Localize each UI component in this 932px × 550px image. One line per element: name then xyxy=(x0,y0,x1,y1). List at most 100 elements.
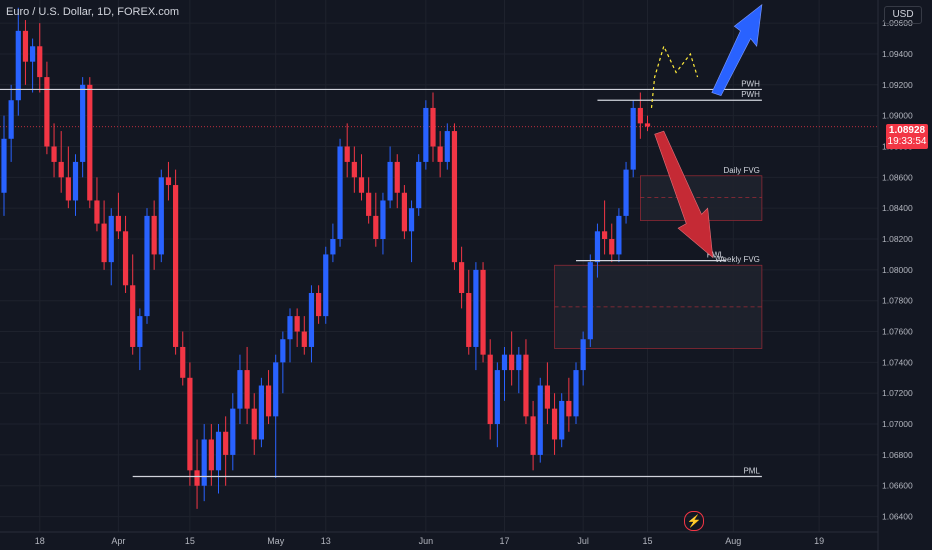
candle-body xyxy=(208,439,214,471)
candle-body xyxy=(430,107,436,147)
candle-body xyxy=(594,231,601,263)
bullish-arrow xyxy=(711,3,763,96)
candle-body xyxy=(451,131,458,263)
price-tick-label: 1.08000 xyxy=(882,265,913,275)
candle-body xyxy=(223,431,229,455)
candle-body xyxy=(158,177,164,255)
symbol-title[interactable]: Euro / U.S. Dollar, 1D, FOREX.com xyxy=(6,6,179,18)
time-tick-label: 18 xyxy=(35,536,45,546)
candle-body xyxy=(480,269,486,355)
candle-body xyxy=(351,161,357,178)
price-tick-label: 1.06800 xyxy=(882,450,913,460)
candle-body xyxy=(173,185,179,347)
candle-body xyxy=(180,346,186,378)
candle-body xyxy=(151,215,157,255)
candle-body xyxy=(408,208,415,232)
candle-body xyxy=(580,339,586,371)
candle-body xyxy=(487,354,493,425)
candle-body xyxy=(15,30,21,101)
candle-body xyxy=(1,138,7,193)
time-tick-label: 15 xyxy=(642,536,652,546)
candle-body xyxy=(537,385,543,455)
candle-body xyxy=(265,385,272,417)
candle-body xyxy=(108,215,114,263)
candle-body xyxy=(380,200,386,240)
candle-body xyxy=(373,215,379,240)
candle-body xyxy=(51,146,57,162)
price-tick-label: 1.09000 xyxy=(882,111,913,121)
candle-body xyxy=(130,285,136,347)
candle-body xyxy=(544,385,550,409)
price-tick-label: 1.07200 xyxy=(882,388,913,398)
candle-body xyxy=(287,316,293,340)
candle-body xyxy=(509,354,515,371)
candle-body xyxy=(87,84,93,201)
candle-body xyxy=(401,192,407,232)
candle-body xyxy=(516,354,522,371)
candle-body xyxy=(80,84,86,162)
candle-body xyxy=(573,370,579,417)
candle-body xyxy=(37,46,43,78)
price-tick-label: 1.08200 xyxy=(882,234,913,244)
candle-body xyxy=(273,362,279,417)
candle-body xyxy=(122,231,129,286)
time-tick-label: Jul xyxy=(577,536,589,546)
level-label: PWH xyxy=(741,79,760,88)
candle-body xyxy=(366,192,372,216)
price-tick-label: 1.07600 xyxy=(882,327,913,337)
last-price-value: 1.08928 xyxy=(888,125,926,136)
candle-body xyxy=(194,470,200,486)
candle-body xyxy=(101,223,107,263)
candle-body xyxy=(494,370,500,425)
candle-body xyxy=(630,107,636,170)
last-price-badge: 1.08928 19:33:54 xyxy=(886,124,928,149)
time-tick-label: Apr xyxy=(111,536,125,546)
time-tick-label: 19 xyxy=(814,536,824,546)
bearish-arrow xyxy=(654,130,714,259)
candle-body xyxy=(280,339,286,363)
candle-body xyxy=(165,177,172,186)
candle-body xyxy=(44,77,50,147)
candle-body xyxy=(215,431,222,471)
candle-body xyxy=(94,200,100,224)
candle-body xyxy=(22,30,29,62)
candle-body xyxy=(444,131,450,162)
candle-body xyxy=(423,107,429,162)
candle-body xyxy=(616,215,622,255)
level-label: PML xyxy=(743,466,760,475)
candle-body xyxy=(551,408,558,440)
candle-body xyxy=(416,161,422,209)
candle-body xyxy=(58,161,64,178)
candle-body xyxy=(8,100,14,139)
candle-body xyxy=(294,316,300,332)
candle-body xyxy=(244,370,250,409)
candle-body xyxy=(602,231,608,240)
candle-body xyxy=(501,354,508,371)
candle-body xyxy=(258,385,264,440)
candle-body xyxy=(623,169,629,216)
tradingview-logo-icon[interactable]: ⚡ xyxy=(684,511,704,531)
candle-body xyxy=(237,370,243,409)
candle-body xyxy=(323,254,329,317)
candle-body xyxy=(72,161,79,201)
candle-body xyxy=(301,331,307,347)
candle-body xyxy=(201,439,207,486)
candle-body xyxy=(137,316,143,347)
candle-body xyxy=(187,377,193,471)
currency-button[interactable]: USD xyxy=(884,6,922,24)
candle-body xyxy=(559,400,565,440)
time-tick-label: 15 xyxy=(185,536,195,546)
candle-body xyxy=(337,146,343,240)
price-tick-label: 1.08400 xyxy=(882,203,913,213)
time-tick-label: Aug xyxy=(725,536,741,546)
candle-body xyxy=(230,408,236,455)
candle-body xyxy=(144,215,150,317)
candle-body xyxy=(473,269,479,347)
time-tick-label: 13 xyxy=(321,536,331,546)
candle-body xyxy=(437,146,443,162)
price-tick-label: 1.09400 xyxy=(882,49,913,59)
time-tick-label: May xyxy=(267,536,285,546)
price-tick-label: 1.07000 xyxy=(882,419,913,429)
